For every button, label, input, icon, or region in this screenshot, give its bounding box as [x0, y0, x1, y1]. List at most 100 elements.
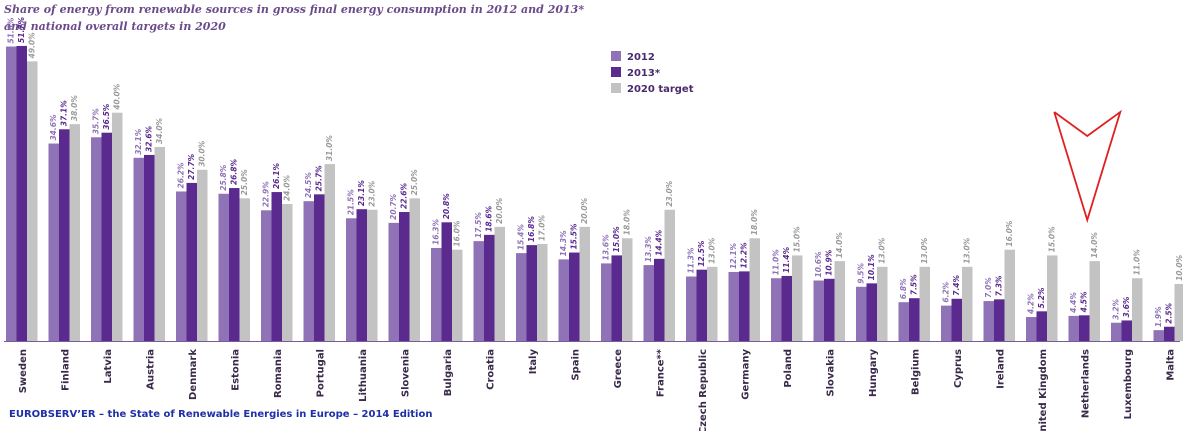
category-label: Cyprus [953, 349, 964, 388]
value-label: 11.3% [687, 247, 696, 274]
bar-2012 [1068, 315, 1079, 341]
bar-target [792, 255, 803, 341]
bar-2013 [16, 45, 27, 341]
bar-2013 [484, 234, 495, 341]
value-label: 17.0% [538, 214, 547, 241]
category-label: Netherlands [1080, 349, 1091, 418]
bar-2012 [856, 286, 867, 341]
bar-2013 [1164, 326, 1175, 341]
bar-2012 [898, 302, 909, 341]
value-label: 16.8% [527, 216, 536, 243]
value-label: 30.0% [198, 140, 207, 167]
bar-2013 [739, 271, 750, 341]
value-label: 11.0% [772, 249, 781, 276]
bar-target [749, 238, 760, 341]
value-label: 10.0% [1175, 254, 1183, 281]
value-label: 3.2% [1112, 298, 1121, 319]
value-label: 20.8% [442, 193, 451, 220]
category-label: Finland [60, 349, 71, 391]
value-label: 27.7% [187, 153, 196, 180]
value-label: 13.0% [878, 237, 887, 264]
category-label: Luxembourg [1123, 349, 1134, 419]
value-label: 34.6% [49, 114, 58, 141]
chart-title: Share of energy from renewable sources i… [4, 1, 584, 35]
value-label: 14.0% [1090, 232, 1099, 259]
value-label: 22.6% [400, 183, 409, 210]
bar-target [27, 61, 38, 342]
value-label: 51.6% [7, 17, 16, 44]
bar-2013 [399, 212, 410, 341]
bar-2012 [303, 201, 314, 341]
chart-title-line2: and national overall targets in 2020 [4, 20, 226, 33]
bar-target [112, 112, 123, 341]
bar-2012 [48, 143, 59, 341]
value-label: 15.5% [570, 223, 579, 250]
value-label: 24.0% [283, 175, 292, 202]
bar-2013 [1036, 311, 1047, 341]
bar-target [494, 226, 505, 341]
bar-2012 [728, 271, 739, 341]
bar-2012 [431, 247, 442, 341]
bar-target [622, 238, 633, 341]
bar-2012 [771, 278, 782, 341]
bar-target [1004, 249, 1015, 341]
category-label: Malta [1165, 349, 1176, 381]
category-label: Hungary [868, 349, 879, 397]
value-label: 20.0% [495, 197, 504, 224]
category-label: Slovenia [400, 349, 411, 397]
bar-target [919, 266, 930, 341]
category-label: Croatia [485, 349, 496, 390]
bar-target [239, 198, 250, 341]
bar-2012 [1111, 322, 1122, 341]
bar-2012 [6, 46, 17, 341]
bar-2013 [994, 299, 1005, 341]
bar-target [877, 266, 888, 341]
legend-label: 2012 [627, 52, 655, 63]
value-label: 26.8% [230, 159, 239, 186]
bar-2013 [441, 222, 452, 341]
bar-2012 [983, 301, 994, 341]
category-label: Romania [273, 349, 284, 398]
value-label: 37.1% [60, 100, 69, 127]
value-label: 20.0% [580, 197, 589, 224]
value-label: 32.1% [134, 128, 143, 155]
value-label: 21.5% [347, 189, 356, 216]
value-label: 34.0% [155, 117, 164, 144]
value-label: 12.1% [729, 242, 738, 269]
value-label: 13.6% [602, 234, 611, 261]
bar-2013 [696, 269, 707, 341]
bar-2012 [813, 280, 824, 341]
legend-swatch [611, 51, 621, 61]
bar-2013 [229, 188, 240, 341]
bar-2013 [356, 209, 367, 341]
category-label: Bulgaria [443, 349, 454, 396]
value-label: 15.0% [612, 226, 621, 253]
category-label: United Kingdom [1038, 349, 1049, 431]
bar-2013 [909, 298, 920, 341]
bar-2013 [526, 245, 537, 341]
category-label: France** [655, 348, 666, 397]
value-label: 12.2% [740, 242, 749, 269]
bar-target [664, 209, 675, 341]
value-label: 38.0% [70, 95, 79, 122]
value-label: 14.4% [655, 229, 664, 256]
bar-2012 [176, 191, 187, 341]
bar-target [324, 164, 335, 341]
value-label: 26.1% [272, 163, 281, 190]
red-arrow-annotation [1053, 109, 1122, 224]
bar-target [197, 169, 208, 341]
category-label: Sweden [18, 349, 29, 393]
value-label: 25.7% [315, 165, 324, 192]
bar-2013 [951, 298, 962, 341]
bar-2012 [133, 157, 144, 341]
bar-target [1047, 255, 1058, 341]
bar-target [452, 249, 463, 341]
bar-target [962, 266, 973, 341]
value-label: 18.6% [485, 205, 494, 232]
value-label: 32.6% [145, 125, 154, 152]
bar-2012 [686, 276, 697, 341]
bar-target [1132, 278, 1143, 341]
bar-target [579, 226, 590, 341]
value-label: 13.3% [644, 236, 653, 263]
